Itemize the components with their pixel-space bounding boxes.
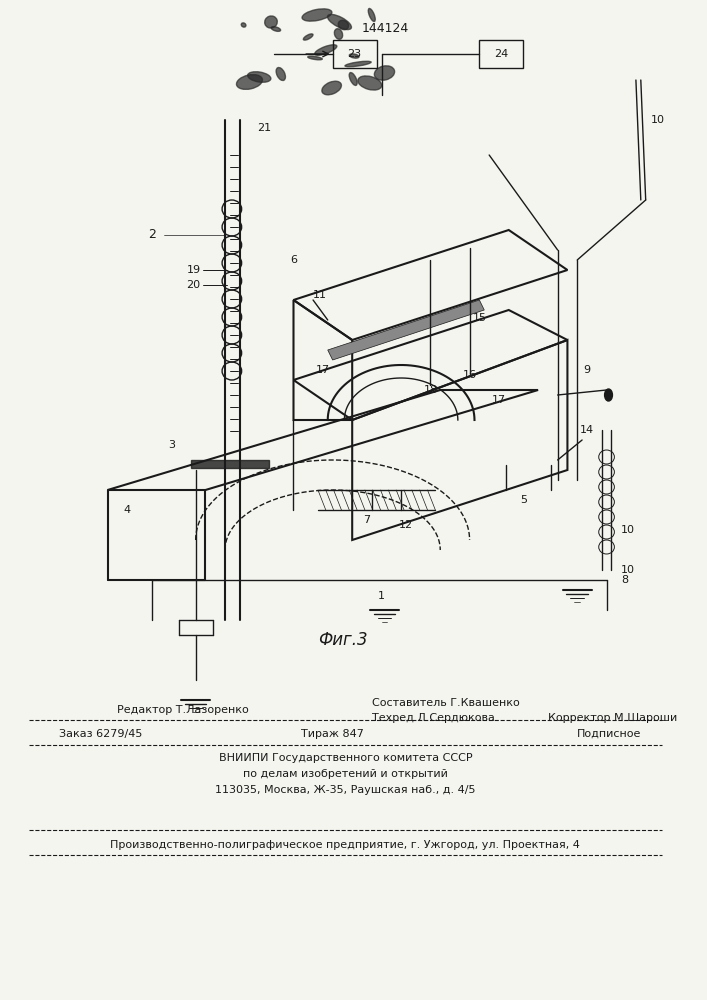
Text: 17: 17 — [492, 395, 506, 405]
Text: Корректор М.Шароши: Корректор М.Шароши — [548, 713, 677, 723]
Text: 7: 7 — [363, 515, 370, 525]
Ellipse shape — [345, 61, 371, 67]
Ellipse shape — [327, 14, 351, 30]
Text: 21: 21 — [257, 123, 271, 133]
Text: 6: 6 — [290, 255, 297, 265]
Ellipse shape — [303, 34, 313, 40]
Text: 23: 23 — [347, 49, 361, 59]
Ellipse shape — [271, 27, 281, 31]
Text: по делам изобретений и открытий: по делам изобретений и открытий — [243, 769, 448, 779]
Ellipse shape — [604, 389, 612, 401]
Text: 144124: 144124 — [362, 21, 409, 34]
Ellipse shape — [308, 56, 322, 60]
Text: Техред Л.Сердюкова: Техред Л.Сердюкова — [372, 713, 495, 723]
Text: 8: 8 — [621, 575, 629, 585]
Ellipse shape — [349, 54, 359, 58]
Text: Заказ 6279/45: Заказ 6279/45 — [59, 729, 142, 739]
Ellipse shape — [276, 68, 286, 80]
Text: Производственно-полиграфическое предприятие, г. Ужгород, ул. Проектная, 4: Производственно-полиграфическое предприя… — [110, 840, 580, 850]
Ellipse shape — [236, 75, 262, 89]
Text: 10: 10 — [650, 115, 665, 125]
Ellipse shape — [368, 8, 375, 22]
Text: 113035, Москва, Ж-35, Раушская наб., д. 4/5: 113035, Москва, Ж-35, Раушская наб., д. … — [215, 785, 476, 795]
Text: 24: 24 — [493, 49, 508, 59]
Ellipse shape — [349, 73, 357, 85]
Text: 3: 3 — [168, 440, 175, 450]
Text: 14: 14 — [580, 425, 594, 435]
Text: 5: 5 — [520, 495, 527, 505]
Text: 11: 11 — [313, 290, 327, 300]
Text: Подписное: Подписное — [577, 729, 641, 739]
Ellipse shape — [635, 73, 643, 83]
Text: ВНИИПИ Государственного комитета СССР: ВНИИПИ Государственного комитета СССР — [218, 753, 472, 763]
Text: 10: 10 — [621, 525, 635, 535]
Text: 15: 15 — [472, 313, 486, 323]
Ellipse shape — [358, 76, 382, 90]
Text: 12: 12 — [399, 520, 413, 530]
Ellipse shape — [322, 81, 341, 95]
Text: 17: 17 — [316, 365, 330, 375]
Text: Составитель Г.Квашенко: Составитель Г.Квашенко — [372, 698, 520, 708]
Text: 16: 16 — [462, 370, 477, 380]
Ellipse shape — [217, 108, 247, 118]
Ellipse shape — [334, 29, 343, 39]
Text: 19: 19 — [187, 265, 201, 275]
Text: Фиг.3: Фиг.3 — [317, 631, 367, 649]
Text: 4: 4 — [124, 505, 131, 515]
Text: 1: 1 — [378, 591, 385, 601]
Ellipse shape — [374, 66, 395, 80]
Text: Тираж 847: Тираж 847 — [301, 729, 364, 739]
Text: 20: 20 — [187, 280, 201, 290]
Ellipse shape — [247, 72, 271, 82]
Text: 18: 18 — [423, 385, 438, 395]
Text: 9: 9 — [583, 365, 590, 375]
Ellipse shape — [338, 20, 349, 30]
Ellipse shape — [315, 45, 337, 55]
Ellipse shape — [241, 23, 246, 27]
Text: Редактор Т.Лазоренко: Редактор Т.Лазоренко — [117, 705, 249, 715]
Text: 10: 10 — [621, 565, 635, 575]
Bar — [191, 460, 269, 468]
Ellipse shape — [264, 16, 277, 28]
Polygon shape — [328, 300, 484, 360]
Text: 2: 2 — [148, 229, 156, 241]
Ellipse shape — [302, 9, 332, 21]
